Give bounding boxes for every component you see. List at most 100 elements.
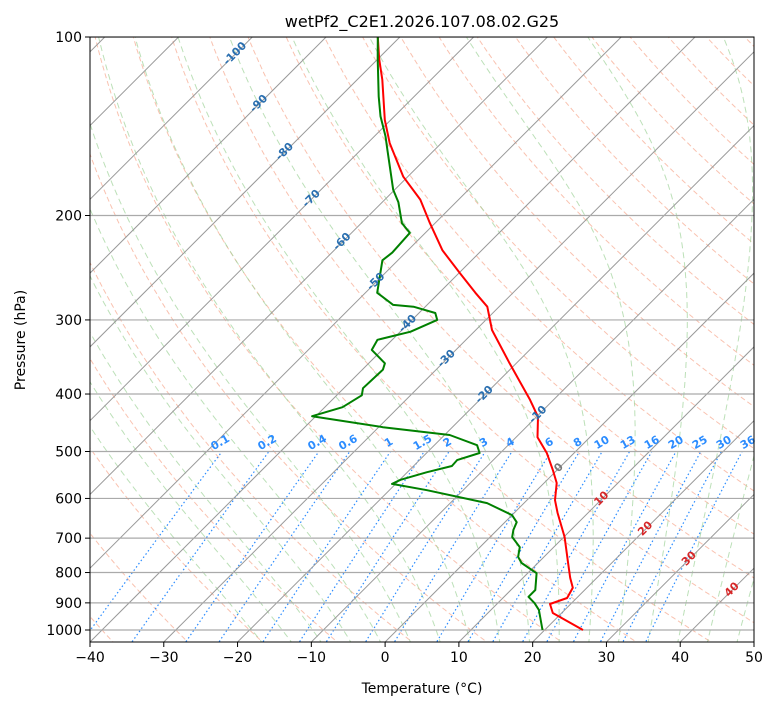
- isotherm-label: -70: [300, 187, 323, 210]
- profiles: [311, 37, 584, 631]
- mixing-ratio-line: [262, 451, 391, 642]
- isotherm-label: -40: [396, 312, 419, 335]
- moist-adiabat: [368, 37, 594, 642]
- y-tick-label: 1000: [46, 623, 82, 639]
- mixing-ratio-label: 16: [642, 433, 662, 452]
- moist-adiabat: [134, 37, 471, 642]
- dry-adiabat: [400, 37, 754, 408]
- mixing-ratio-label: 10: [592, 433, 612, 452]
- isotherm-label: -90: [247, 92, 270, 115]
- dry-adiabat: [770, 24, 775, 645]
- mixing-ratio-label: 0.4: [305, 432, 329, 453]
- moist-adiabat: [177, 37, 501, 642]
- mixing-ratio-line: [645, 451, 743, 642]
- dry-adiabat: [171, 37, 713, 642]
- axes: −40 −30 −20 −10 0 10 20 30 40 50 1000 900 800 700 600 5…: [46, 30, 763, 666]
- y-tick-label: 800: [55, 566, 82, 582]
- isotherm-label: -30: [435, 347, 458, 370]
- dry-adiabat: [438, 37, 754, 366]
- mixing-ratio-label: 3: [477, 435, 490, 450]
- dry-adiabat: [90, 152, 488, 642]
- isotherm: [753, 641, 754, 642]
- background-lines: [90, 24, 775, 645]
- line-labels: 0.1 0.2 0.4 0.6 1 1.5 2 3 4 6 8 10 13 16 20 25 30 36-100-…: [209, 39, 758, 600]
- isotherm: [531, 419, 754, 642]
- mixing-ratio-line: [491, 451, 603, 642]
- mixing-ratio-line: [364, 451, 486, 642]
- isotherm-label: 10: [591, 488, 611, 508]
- isotherm: [310, 198, 754, 642]
- mixing-ratio-line: [599, 451, 702, 642]
- x-tick-label: 0: [381, 650, 390, 666]
- y-tick-label: 600: [55, 491, 82, 507]
- moist-adiabat: [90, 207, 382, 642]
- y-tick-label: 400: [55, 387, 82, 403]
- plot-frame: [89, 36, 755, 643]
- x-tick-label: 20: [524, 650, 542, 666]
- isotherm: [90, 37, 475, 422]
- mixing-ratio-label: 8: [571, 435, 584, 450]
- mixing-ratio-label: 20: [666, 433, 686, 452]
- isotherm: [605, 493, 754, 642]
- mixing-ratio-line: [90, 451, 223, 632]
- y-tick-label: 500: [55, 444, 82, 460]
- moist-adiabat: [90, 122, 411, 642]
- dry-adiabat: [90, 357, 339, 642]
- dry-adiabat: [362, 37, 754, 450]
- y-tick-label: 700: [55, 531, 82, 547]
- isotherm-label: -100: [220, 39, 249, 68]
- dry-adiabat: [90, 447, 264, 642]
- mixing-ratio-line: [622, 451, 722, 642]
- isotherm: [90, 37, 401, 348]
- isotherm: [384, 272, 754, 642]
- x-tick-label: 30: [598, 650, 616, 666]
- dry-adiabat: [476, 37, 754, 325]
- y-tick-label: 900: [55, 596, 82, 612]
- moist-adiabat: [465, 37, 636, 642]
- moist-adiabat: [706, 453, 754, 642]
- mixing-ratio-line: [393, 451, 513, 642]
- isotherm: [458, 346, 754, 642]
- isotherm: [236, 124, 754, 642]
- isotherm: [90, 37, 327, 274]
- dry-adiabat: [90, 261, 413, 642]
- isotherm: [90, 37, 549, 496]
- dry-adiabat: [323, 37, 754, 492]
- moist-adiabat: [90, 425, 263, 642]
- isotherm: [90, 37, 622, 569]
- mixing-ratio-line: [218, 451, 351, 642]
- moist-adiabat: [90, 274, 352, 642]
- isotherm-label: -60: [330, 230, 353, 253]
- mixing-ratio-label: 1.5: [411, 432, 434, 453]
- y-axis-label: Pressure (hPa): [13, 290, 29, 390]
- isotherm-label: -80: [273, 140, 296, 163]
- isotherm-label: -50: [364, 270, 387, 293]
- moist-adiabat: [736, 576, 754, 642]
- mixing-ratio-line: [298, 451, 425, 642]
- x-tick-label: 10: [450, 650, 468, 666]
- mixing-ratio-line: [572, 451, 677, 642]
- mixing-ratio-line: [185, 451, 320, 642]
- isotherm-label: -10: [526, 403, 549, 426]
- isotherm: [90, 37, 254, 201]
- isotherm-label: 20: [635, 518, 655, 538]
- isotherm: [163, 51, 754, 642]
- chart-title: wetPf2_C2E1.2026.107.08.02.G25: [285, 12, 559, 32]
- isotherm-label: 30: [679, 548, 699, 568]
- x-tick-label: 50: [745, 650, 763, 666]
- x-tick-label: −10: [297, 650, 327, 666]
- mixing-ratio-label: 36: [738, 433, 758, 452]
- dry-adiabat: [247, 37, 754, 579]
- temperature-profile: [376, 37, 584, 631]
- moist-adiabat: [98, 37, 441, 642]
- mixing-ratio-line: [325, 451, 450, 642]
- x-tick-label: −30: [149, 650, 179, 666]
- isotherm-label: -20: [473, 383, 496, 406]
- mixing-ratio-line: [131, 451, 270, 642]
- mixing-ratio-label: 1: [382, 435, 395, 450]
- mixing-ratio-label: 30: [714, 433, 734, 452]
- dry-adiabat: [705, 37, 754, 87]
- dry-adiabat: [514, 37, 754, 285]
- isotherm-label: 40: [722, 579, 742, 599]
